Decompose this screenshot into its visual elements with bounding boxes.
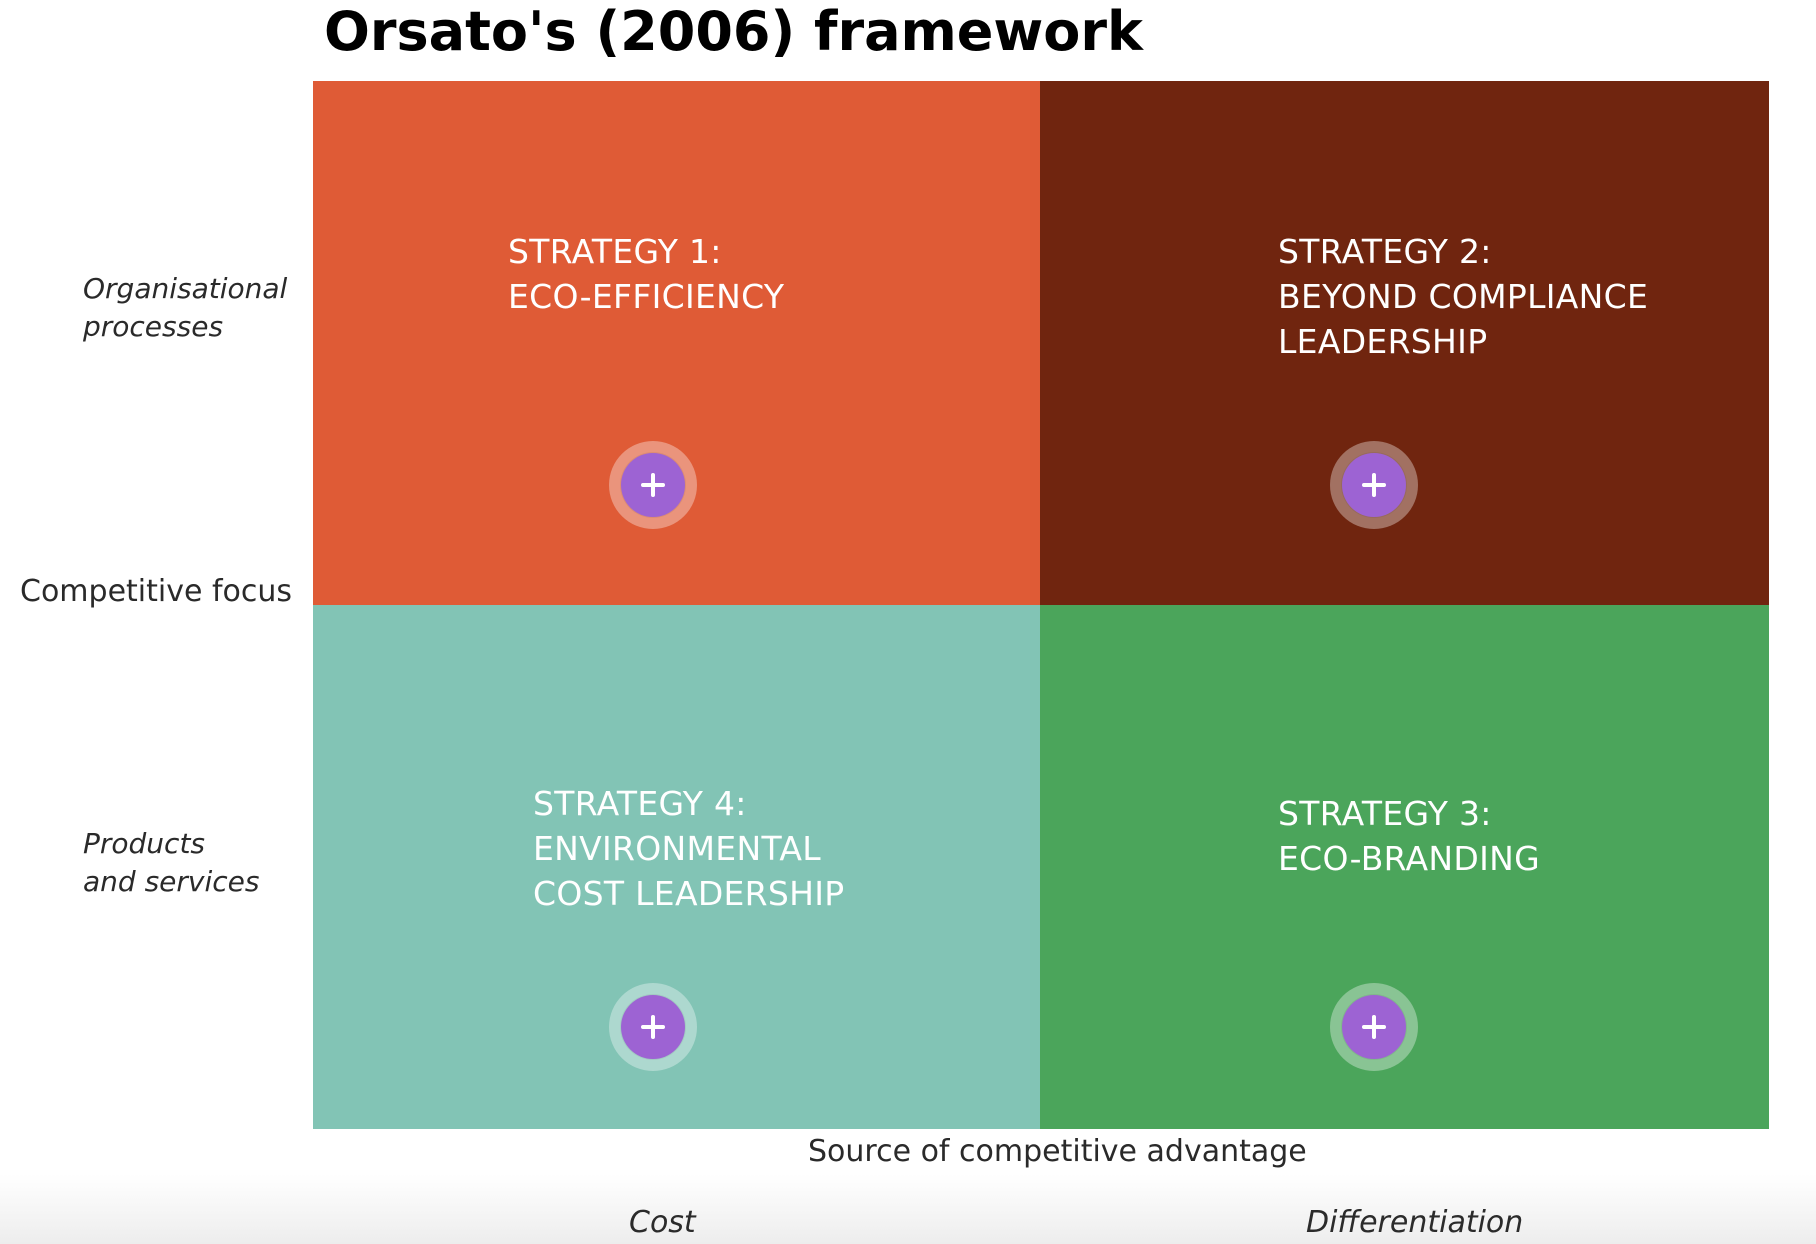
page-title: Orsato's (2006) framework xyxy=(324,0,1143,63)
strategy-2-name-line-2: LEADERSHIP xyxy=(1278,322,1488,361)
bottom-fade xyxy=(0,1174,1816,1244)
products-and-services-line-1: Products xyxy=(83,827,206,860)
framework-matrix: STRATEGY 1: ECO-EFFICIENCY STRATEGY 2: B… xyxy=(313,81,1769,1129)
strategy-2-quadrant: STRATEGY 2: BEYOND COMPLIANCE LEADERSHIP xyxy=(1040,81,1769,605)
differentiation-label: Differentiation xyxy=(1306,1205,1524,1240)
plus-icon xyxy=(1342,995,1406,1059)
competitive-focus-label: Competitive focus xyxy=(20,574,293,609)
organisational-processes-line-1: Organisational xyxy=(83,272,288,305)
source-of-competitive-advantage-label: Source of competitive advantage xyxy=(808,1134,1307,1169)
strategy-4-expand-button[interactable] xyxy=(609,983,697,1071)
strategy-2-label: STRATEGY 2: BEYOND COMPLIANCE LEADERSHIP xyxy=(1278,229,1648,364)
strategy-2-name-line-1: BEYOND COMPLIANCE xyxy=(1278,277,1649,316)
cost-label: Cost xyxy=(629,1205,696,1240)
organisational-processes-label: Organisational processes xyxy=(83,270,287,346)
strategy-1-label: STRATEGY 1: ECO-EFFICIENCY xyxy=(508,229,784,319)
strategy-1-expand-button[interactable] xyxy=(609,441,697,529)
organisational-processes-line-2: processes xyxy=(83,310,224,343)
strategy-4-label: STRATEGY 4: ENVIRONMENTAL COST LEADERSHI… xyxy=(533,781,845,916)
strategy-4-title: STRATEGY 4: xyxy=(533,784,747,823)
plus-icon xyxy=(621,453,685,517)
strategy-4-quadrant: STRATEGY 4: ENVIRONMENTAL COST LEADERSHI… xyxy=(313,605,1040,1129)
strategy-1-quadrant: STRATEGY 1: ECO-EFFICIENCY xyxy=(313,81,1040,605)
strategy-1-title: STRATEGY 1: xyxy=(508,232,722,271)
strategy-3-quadrant: STRATEGY 3: ECO-BRANDING xyxy=(1040,605,1769,1129)
products-and-services-label: Products and services xyxy=(83,825,259,901)
strategy-2-title: STRATEGY 2: xyxy=(1278,232,1492,271)
strategy-3-expand-button[interactable] xyxy=(1330,983,1418,1071)
strategy-4-name-line-2: COST LEADERSHIP xyxy=(533,874,845,913)
strategy-3-name: ECO-BRANDING xyxy=(1278,839,1541,878)
strategy-2-expand-button[interactable] xyxy=(1330,441,1418,529)
products-and-services-line-2: and services xyxy=(83,865,260,898)
strategy-4-name-line-1: ENVIRONMENTAL xyxy=(533,829,821,868)
strategy-3-label: STRATEGY 3: ECO-BRANDING xyxy=(1278,791,1540,881)
strategy-1-name: ECO-EFFICIENCY xyxy=(508,277,785,316)
plus-icon xyxy=(621,995,685,1059)
plus-icon xyxy=(1342,453,1406,517)
strategy-3-title: STRATEGY 3: xyxy=(1278,794,1492,833)
